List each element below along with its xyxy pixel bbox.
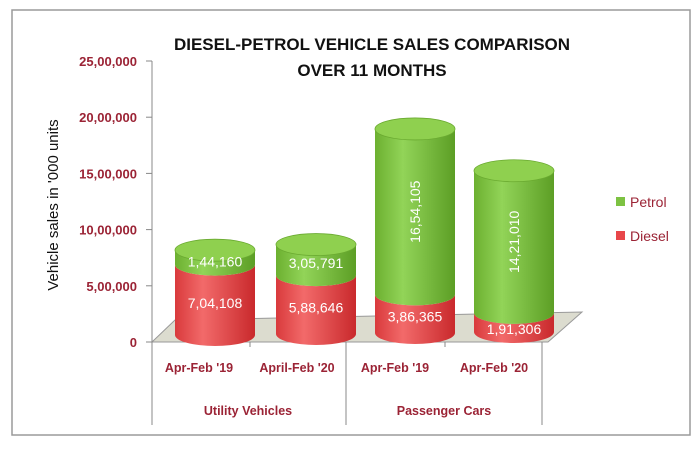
x-tick-label: Apr-Feb '19	[361, 361, 429, 375]
bar-petrol	[276, 244, 356, 287]
bar-petrol	[375, 128, 455, 306]
y-axis-label: Vehicle sales in '000 units	[45, 119, 62, 290]
x-tick-label: Apr-Feb '19	[165, 361, 233, 375]
legend-label-petrol: Petrol	[630, 194, 667, 210]
data-label: 3,86,365	[388, 309, 443, 325]
x-tick-label: Apr-Feb '20	[460, 361, 528, 375]
bar-top-cap	[374, 117, 456, 141]
bar-diesel	[375, 294, 455, 344]
chart-subtitle: OVER 11 MONTHS	[297, 61, 446, 80]
x-tick-label: April-Feb '20	[259, 361, 334, 375]
bar-diesel	[474, 312, 554, 343]
bar-diesel	[276, 275, 356, 345]
y-tick-label: 25,00,000	[79, 54, 137, 69]
chart-border	[11, 9, 691, 436]
chart-title: DIESEL-PETROL VEHICLE SALES COMPARISON	[174, 35, 570, 54]
bar-stack: 7,04,108 1,44,160	[174, 238, 256, 346]
y-tick-label: 5,00,000	[86, 279, 137, 294]
group-label: Passenger Cars	[397, 404, 492, 418]
bar-stack: 3,86,365 16,54,105	[374, 117, 456, 344]
y-tick-label: 20,00,000	[79, 110, 137, 125]
data-label: 1,44,160	[188, 254, 243, 270]
bar-petrol	[474, 170, 554, 324]
data-label: 14,21,010	[506, 210, 522, 272]
y-tick-label: 0	[130, 335, 137, 350]
bar-stack: 1,91,306 14,21,010	[473, 159, 555, 343]
bar-diesel	[175, 264, 255, 346]
y-tick-label: 15,00,000	[79, 166, 137, 181]
data-label: 7,04,108	[188, 295, 243, 311]
data-label: 1,91,306	[487, 321, 542, 337]
bar-top-cap	[275, 233, 357, 256]
bar-petrol	[175, 250, 255, 276]
legend-swatch-diesel	[616, 231, 625, 240]
bar-stack: 5,88,646 3,05,791	[275, 233, 357, 345]
bar-top-cap	[473, 159, 555, 183]
data-label: 5,88,646	[289, 300, 344, 316]
data-label: 16,54,105	[407, 180, 423, 242]
y-tick-label: 10,00,000	[79, 223, 137, 238]
data-label: 3,05,791	[289, 255, 344, 271]
group-label: Utility Vehicles	[204, 404, 292, 418]
bar-top-cap	[174, 238, 256, 262]
legend-label-diesel: Diesel	[630, 228, 669, 244]
legend-swatch-petrol	[616, 197, 625, 206]
